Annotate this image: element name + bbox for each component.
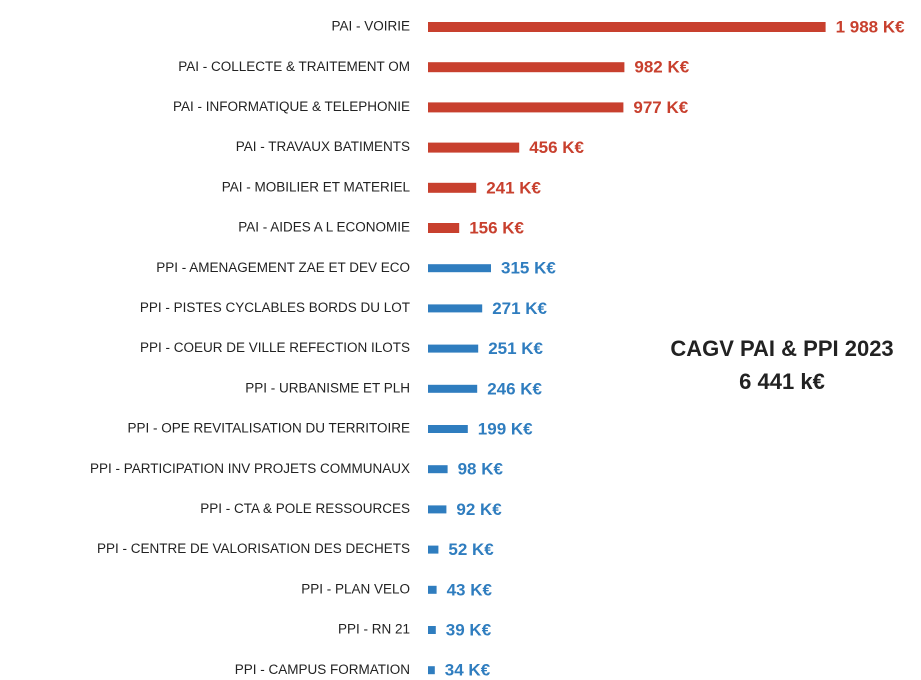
- value-label: 43 K€: [447, 580, 493, 599]
- bar: [428, 465, 448, 474]
- value-label: 246 K€: [487, 379, 542, 398]
- bar: [428, 264, 491, 273]
- category-label: PPI - CTA & POLE RESSOURCES: [200, 501, 410, 516]
- bar: [428, 585, 437, 594]
- category-label: PPI - AMENAGEMENT ZAE ET DEV ECO: [156, 260, 410, 275]
- bar: [428, 384, 478, 393]
- category-label: PAI - COLLECTE & TRAITEMENT OM: [178, 59, 410, 74]
- bar: [428, 344, 479, 353]
- category-label: PAI - TRAVAUX BATIMENTS: [236, 139, 410, 154]
- annotation-title: CAGV PAI & PPI 2023: [670, 336, 893, 361]
- value-label: 977 K€: [633, 98, 688, 117]
- category-label: PPI - PLAN VELO: [301, 581, 410, 596]
- category-label: PPI - RN 21: [338, 622, 410, 637]
- bar: [428, 545, 439, 554]
- bar: [428, 666, 435, 675]
- value-label: 982 K€: [634, 58, 689, 77]
- value-label: 156 K€: [469, 218, 524, 237]
- value-label: 98 K€: [458, 460, 504, 479]
- bar: [428, 505, 447, 514]
- value-label: 39 K€: [446, 620, 492, 639]
- bar: [428, 62, 625, 73]
- bar: [428, 626, 436, 634]
- value-label: 92 K€: [456, 500, 502, 519]
- value-label: 271 K€: [492, 299, 547, 318]
- annotation-total: 6 441 k€: [739, 369, 825, 394]
- bar: [428, 223, 460, 233]
- value-label: 241 K€: [486, 178, 541, 197]
- value-label: 456 K€: [529, 138, 584, 157]
- value-label: 1 988 K€: [836, 17, 906, 36]
- value-label: 251 K€: [488, 339, 543, 358]
- bar: [428, 142, 520, 153]
- category-label: PPI - COEUR DE VILLE REFECTION ILOTS: [140, 340, 410, 355]
- category-label: PAI - VOIRIE: [331, 19, 410, 34]
- category-label: PPI - OPE REVITALISATION DU TERRITOIRE: [127, 421, 410, 436]
- bar: [428, 425, 468, 433]
- category-label: PAI - INFORMATIQUE & TELEPHONIE: [173, 99, 410, 114]
- bar: [428, 102, 624, 113]
- value-label: 315 K€: [501, 259, 556, 278]
- category-label: PPI - URBANISME ET PLH: [245, 380, 410, 395]
- category-label: PPI - PARTICIPATION INV PROJETS COMMUNAU…: [90, 461, 410, 476]
- value-label: 52 K€: [448, 540, 494, 559]
- category-label: PPI - CENTRE DE VALORISATION DES DECHETS: [97, 541, 410, 556]
- value-label: 199 K€: [478, 419, 533, 438]
- category-label: PAI - AIDES A L ECONOMIE: [238, 220, 410, 235]
- bar: [428, 304, 483, 313]
- category-label: PPI - CAMPUS FORMATION: [235, 662, 410, 677]
- category-label: PPI - PISTES CYCLABLES BORDS DU LOT: [140, 300, 410, 315]
- category-label: PAI - MOBILIER ET MATERIEL: [222, 179, 411, 194]
- bar: [428, 22, 826, 32]
- value-label: 34 K€: [445, 661, 491, 680]
- bar: [428, 182, 477, 193]
